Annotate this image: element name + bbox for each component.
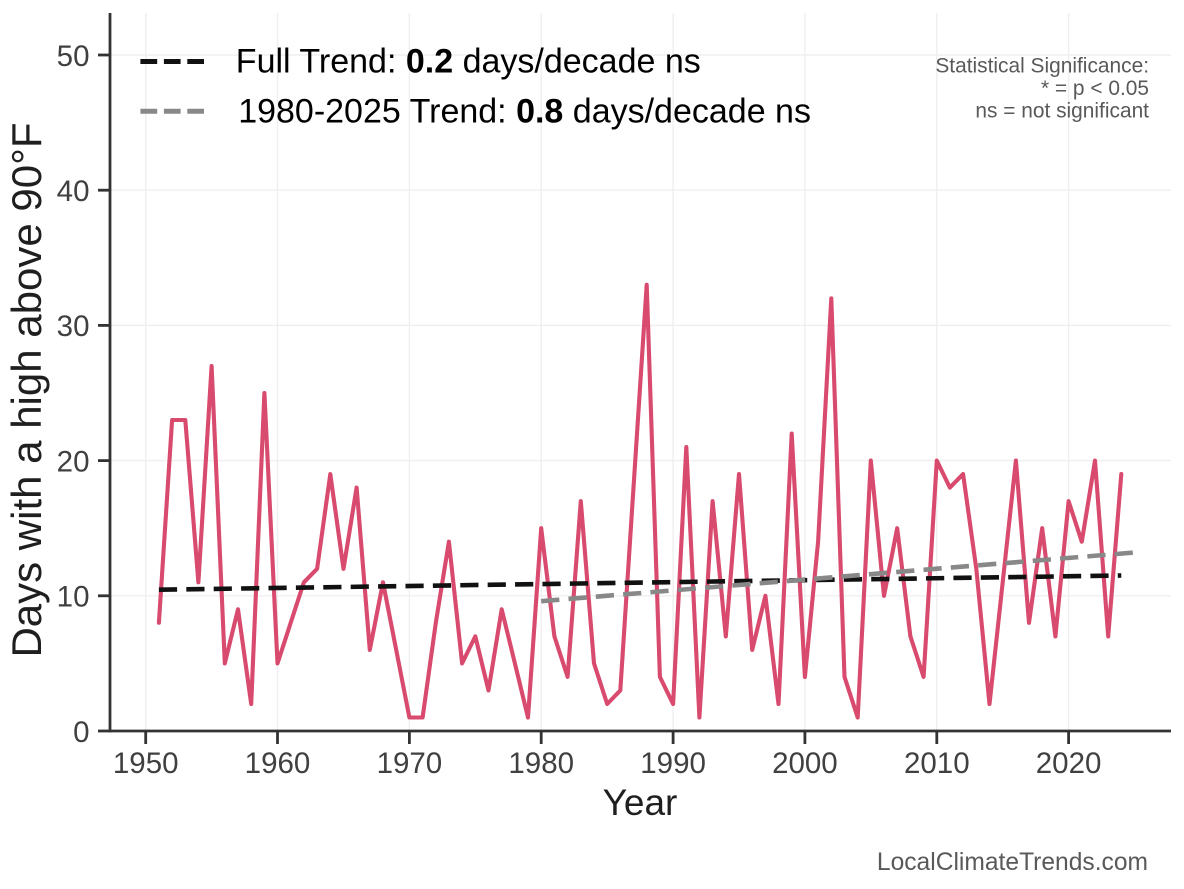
svg-text:1990: 1990 (640, 747, 706, 780)
svg-text:1960: 1960 (245, 747, 311, 780)
svg-text:0: 0 (73, 716, 89, 749)
svg-text:10: 10 (57, 581, 90, 614)
svg-text:ns = not significant: ns = not significant (975, 100, 1149, 123)
svg-text:20: 20 (57, 445, 90, 478)
svg-text:2000: 2000 (772, 747, 838, 780)
svg-text:1950: 1950 (113, 747, 179, 780)
svg-text:LocalClimateTrends.com: LocalClimateTrends.com (877, 849, 1148, 876)
svg-text:* = p < 0.05: * = p < 0.05 (1041, 77, 1149, 100)
svg-text:30: 30 (57, 310, 90, 343)
svg-text:1980: 1980 (508, 747, 574, 780)
svg-text:1980-2025 Trend: 0.8 days/deca: 1980-2025 Trend: 0.8 days/decade ns (238, 93, 811, 131)
svg-text:Full Trend: 0.2 days/decade ns: Full Trend: 0.2 days/decade ns (236, 43, 701, 81)
svg-text:2020: 2020 (1036, 747, 1102, 780)
svg-text:40: 40 (57, 175, 90, 208)
svg-text:50: 50 (57, 40, 90, 73)
svg-text:Year: Year (603, 782, 678, 823)
svg-text:1970: 1970 (377, 747, 443, 780)
svg-text:Days with a high above 90°F: Days with a high above 90°F (3, 122, 50, 657)
svg-text:2010: 2010 (904, 747, 970, 780)
svg-text:Statistical Significance:: Statistical Significance: (935, 54, 1149, 77)
